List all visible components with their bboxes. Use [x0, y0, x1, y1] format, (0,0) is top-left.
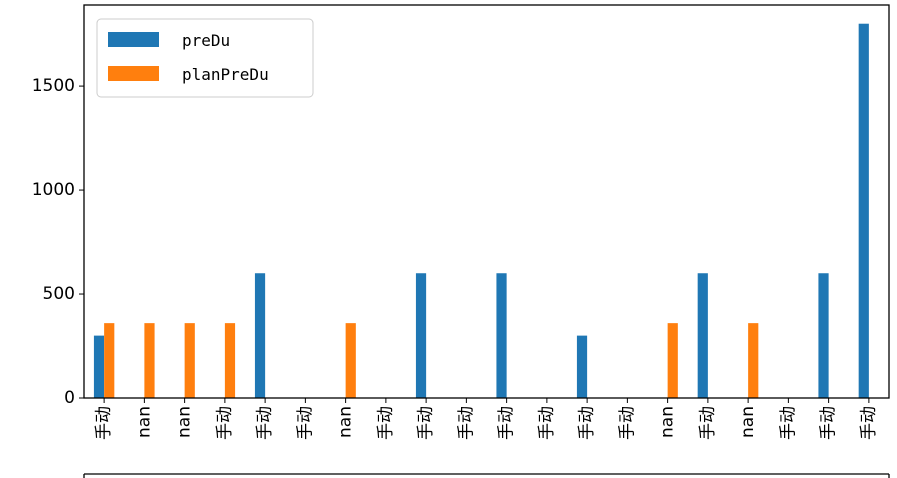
legend-label-preDu: preDu — [182, 31, 230, 50]
bars-group — [93, 23, 869, 399]
plot-frame — [83, 4, 890, 399]
y-tick-label-3: 1500 — [32, 76, 75, 96]
bar-planPreDu-1 — [144, 323, 155, 398]
x-tick-label-0: 手动 — [94, 406, 114, 440]
bar-preDu-12 — [576, 335, 588, 398]
bar-planPreDu-3 — [224, 323, 236, 398]
bar-planPreDu-0 — [104, 323, 115, 398]
legend: preDu planPreDu — [96, 18, 314, 98]
bar-planPreDu-6 — [345, 323, 356, 398]
legend-swatch-preDu — [108, 32, 159, 47]
x-tick-label-6: nan — [336, 406, 356, 438]
x-tick-label-10: 手动 — [497, 406, 517, 440]
x-tick-label-11: 手动 — [537, 406, 557, 440]
bar-preDu-8 — [415, 273, 427, 398]
legend-label-planPreDu: planPreDu — [182, 65, 269, 84]
bar-preDu-19 — [858, 23, 869, 399]
bar-preDu-0 — [93, 335, 105, 398]
bar-planPreDu-14 — [667, 323, 678, 398]
y-tick-label-0: 0 — [64, 388, 75, 408]
x-tick-label-19: 手动 — [859, 406, 879, 440]
x-tick-label-16: nan — [738, 406, 758, 438]
x-tick-label-2: nan — [175, 406, 195, 438]
x-tick-label-8: 手动 — [416, 406, 436, 440]
y-axis-ticks: 0 500 1000 1500 — [32, 76, 84, 408]
x-tick-label-12: 手动 — [577, 406, 597, 440]
x-tick-label-13: 手动 — [617, 406, 637, 440]
y-tick-label-2: 1000 — [32, 180, 75, 200]
x-tick-label-15: 手动 — [698, 406, 718, 440]
x-axis-ticks: 手动 nan nan 手动 手动 手动 nan 手动 手动 手动 手动 手动 手动 手动 nan 手动 nan 手… — [94, 398, 879, 440]
x-tick-label-17: 手动 — [778, 406, 798, 440]
bar-preDu-4 — [254, 273, 266, 398]
x-tick-label-18: 手动 — [819, 406, 839, 440]
bar-preDu-15 — [697, 273, 708, 398]
x-tick-label-4: 手动 — [255, 406, 275, 440]
bar-planPreDu-2 — [184, 323, 195, 398]
x-tick-label-9: 手动 — [456, 406, 476, 440]
x-tick-label-7: 手动 — [376, 406, 396, 440]
y-tick-label-1: 500 — [43, 284, 75, 304]
x-tick-label-14: nan — [658, 406, 678, 438]
x-tick-label-3: 手动 — [215, 406, 235, 440]
bar-preDu-10 — [496, 273, 507, 398]
bar-planPreDu-16 — [748, 323, 759, 398]
x-tick-label-5: 手动 — [295, 406, 315, 440]
x-tick-label-1: nan — [134, 406, 154, 438]
bar-preDu-18 — [818, 273, 829, 398]
legend-swatch-planPreDu — [108, 66, 159, 81]
